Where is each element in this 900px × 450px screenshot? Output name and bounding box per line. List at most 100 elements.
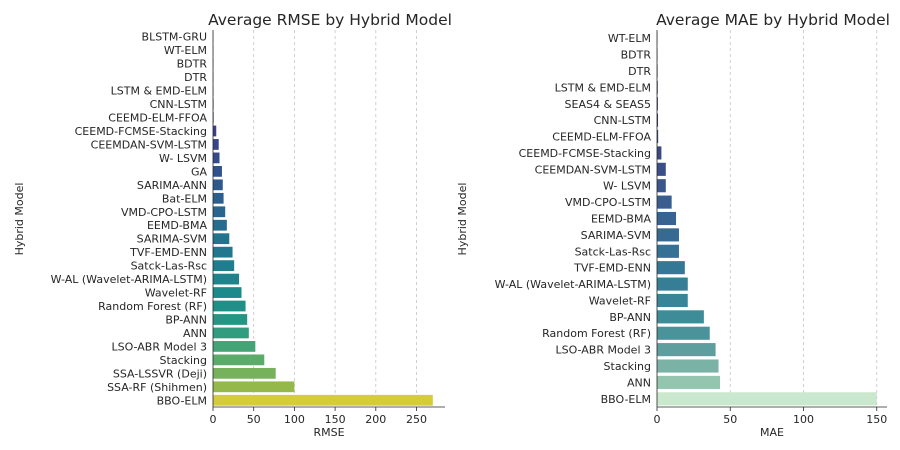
bar xyxy=(657,375,720,389)
category-label: LSO-ABR Model 3 xyxy=(555,344,651,357)
x-tick-label: 100 xyxy=(793,413,814,426)
category-label: EEMD-BMA xyxy=(591,213,651,226)
bar xyxy=(213,206,226,218)
category-label: TVF-EMD-ENN xyxy=(129,246,207,259)
bar xyxy=(657,228,679,242)
bar xyxy=(657,146,662,160)
chart-mae-category-labels: WT-ELM BDTR DTR LSTM & EMD-ELM SEAS4 & SEAS5… xyxy=(495,32,652,406)
x-tick-label: 100 xyxy=(284,413,305,426)
x-tick-label: 150 xyxy=(866,413,887,426)
category-label: Stacking xyxy=(604,360,651,373)
chart-mae-bars xyxy=(657,31,877,406)
category-label: CEEMD-FCMSE-Stacking xyxy=(75,125,207,138)
category-label: BDTR xyxy=(177,58,208,71)
x-tick-label: 150 xyxy=(325,413,346,426)
bar xyxy=(213,246,233,258)
bar xyxy=(657,293,688,308)
category-label: Satck-Las-Rsc xyxy=(131,260,207,273)
category-label: W-AL (Wavelet-ARIMA-LSTM) xyxy=(51,273,207,286)
bar xyxy=(657,129,659,144)
chart-rmse-bars xyxy=(213,31,433,406)
bar xyxy=(213,381,295,393)
category-label: Stacking xyxy=(160,354,207,367)
bar xyxy=(213,179,223,191)
bar xyxy=(213,219,227,231)
category-label: Random Forest (RF) xyxy=(98,300,207,313)
x-tick-label: 0 xyxy=(210,413,217,426)
bar xyxy=(657,179,666,193)
chart-mae: Average MAE by Hybrid Model Hybrid Model… xyxy=(456,11,890,439)
bar xyxy=(657,326,710,340)
category-label: BBO-ELM xyxy=(157,394,207,407)
category-label: TVF-EMD-ENN xyxy=(573,262,651,275)
chart-mae-title: Average MAE by Hybrid Model xyxy=(656,11,890,29)
category-label: LSTM & EMD-ELM xyxy=(555,81,651,94)
category-label: GA xyxy=(191,165,208,178)
chart-rmse-ylabel: Hybrid Model xyxy=(13,183,26,256)
bar xyxy=(657,162,666,176)
bar xyxy=(213,260,235,272)
bar xyxy=(657,113,659,127)
category-label: Random Forest (RF) xyxy=(542,327,651,340)
chart-mae-xlabel: MAE xyxy=(760,426,784,439)
category-label: SSA-RF (Shihmen) xyxy=(107,381,207,394)
bar xyxy=(213,394,433,406)
bar xyxy=(213,152,220,164)
bar xyxy=(657,211,677,226)
bar xyxy=(657,97,658,111)
category-label: CNN-LSTM xyxy=(594,114,651,127)
category-label: Wavelet-RF xyxy=(145,287,207,300)
chart-rmse-title: Average RMSE by Hybrid Model xyxy=(208,11,452,29)
bar xyxy=(657,392,877,406)
category-label: Bat-ELM xyxy=(162,192,207,205)
bar xyxy=(213,192,224,204)
bar xyxy=(213,341,256,352)
bar xyxy=(213,314,248,325)
category-label: DTR xyxy=(628,65,651,78)
category-label: CEEMD-ELM-FFOA xyxy=(108,112,207,125)
bar xyxy=(213,273,240,285)
category-label: VMD-CPO-LSTM xyxy=(565,196,651,209)
bar xyxy=(213,354,265,366)
bar xyxy=(657,359,719,373)
bar xyxy=(657,277,688,291)
category-label: EEMD-BMA xyxy=(147,219,207,232)
category-label: DTR xyxy=(184,71,207,84)
bar xyxy=(213,139,219,150)
bar xyxy=(657,343,716,357)
x-tick-label: 200 xyxy=(365,413,386,426)
category-label: CNN-LSTM xyxy=(150,98,207,111)
category-label: WT-ELM xyxy=(164,44,207,57)
category-label: ANN xyxy=(627,376,651,389)
chart-mae-x-ticks: 0 50 100 150 xyxy=(654,407,887,426)
category-label: BDTR xyxy=(621,49,652,62)
category-label: LSTM & EMD-ELM xyxy=(111,85,207,98)
category-label: CEEMDAN-SVM-LSTM xyxy=(91,138,207,151)
chart-rmse-xlabel: RMSE xyxy=(313,426,344,439)
category-label: CEEMD-FCMSE-Stacking xyxy=(519,147,651,160)
bar xyxy=(213,287,242,298)
category-label: SARIMA-SVM xyxy=(137,233,207,246)
category-label: CEEMD-ELM-FFOA xyxy=(552,131,651,144)
category-label: W-AL (Wavelet-ARIMA-LSTM) xyxy=(495,278,651,291)
category-label: SARIMA-SVM xyxy=(581,229,651,242)
bar xyxy=(213,125,217,137)
bar xyxy=(213,327,249,339)
category-label: ANN xyxy=(183,327,207,340)
category-label: W- LSVM xyxy=(159,152,207,165)
category-label: BBO-ELM xyxy=(601,393,651,406)
category-label: LSO-ABR Model 3 xyxy=(111,340,207,353)
category-label: Wavelet-RF xyxy=(589,294,651,307)
chart-mae-gridlines xyxy=(729,30,878,407)
category-label: BP-ANN xyxy=(165,313,207,326)
chart-mae-ylabel: Hybrid Model xyxy=(456,183,469,256)
category-label: SSA-LSSVR (Deji) xyxy=(113,367,207,380)
category-label: BLSTM-GRU xyxy=(142,31,207,44)
bar xyxy=(213,165,222,177)
bar xyxy=(657,244,679,258)
bar xyxy=(657,310,704,324)
category-label: CEEMDAN-SVM-LSTM xyxy=(535,163,651,176)
chart-rmse-axes xyxy=(212,30,445,408)
